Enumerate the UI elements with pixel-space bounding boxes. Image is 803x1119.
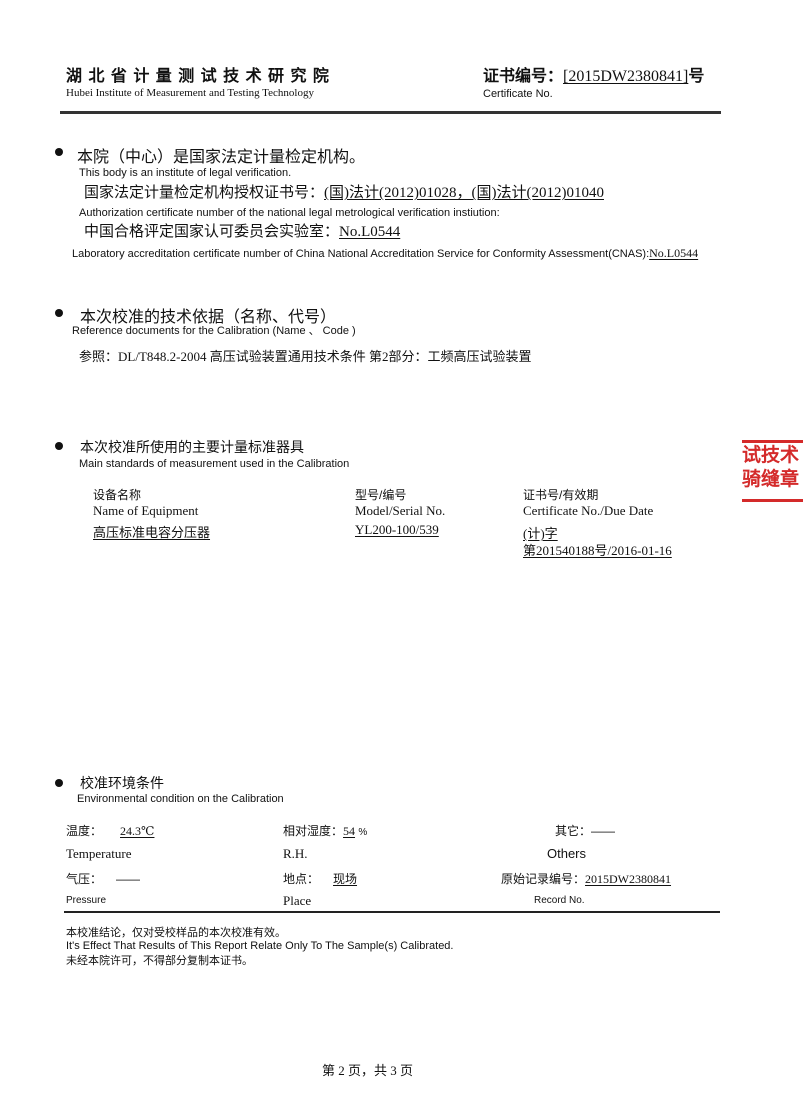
- place-label: 地点：: [283, 872, 320, 886]
- temperature-value: 24.3℃: [120, 824, 155, 838]
- page-number: 第 2 页，共 3 页: [322, 1063, 414, 1078]
- seal-text: 试技术: [742, 444, 800, 466]
- record-label: 原始记录编号：: [501, 872, 586, 886]
- cnas-label-en: Laboratory accreditation certificate num…: [72, 248, 650, 260]
- equipment-name: 高压标准电容分压器: [93, 525, 211, 540]
- environment-divider: [64, 911, 720, 913]
- cnas-line-en: Laboratory accreditation certificate num…: [72, 246, 698, 261]
- rh-label: 相对湿度：: [283, 824, 344, 838]
- cert-no-value: [2015DW2380841]: [563, 68, 689, 85]
- cert-label: 证书编号：: [483, 68, 564, 85]
- note-line: 未经本院许可，不得部分复制本证书。: [66, 955, 253, 967]
- rh-unit: %: [358, 827, 368, 838]
- header-divider: [60, 111, 721, 114]
- place-label-en: Place: [283, 893, 312, 908]
- bullet-icon: [55, 779, 63, 787]
- institute-name-en: Hubei Institute of Measurement and Testi…: [66, 87, 314, 99]
- others-label-en: Others: [547, 846, 587, 861]
- rh-label-en: R.H.: [283, 846, 308, 861]
- certificate-number: 证书编号：[2015DW2380841]号: [483, 62, 704, 86]
- cert-label-en: Certificate No.: [483, 88, 553, 100]
- temperature: 温度： 24.3℃: [66, 822, 154, 839]
- others: 其它：——: [555, 822, 615, 839]
- auth-label: 国家法定计量检定机构授权证书号：: [84, 185, 325, 201]
- cnas-label: 中国合格评定国家认可委员会实验室：: [84, 224, 340, 240]
- column-header-en: Certificate No./Due Date: [523, 503, 654, 518]
- section-title-en: Reference documents for the Calibration …: [72, 325, 356, 337]
- bullet-icon: [55, 442, 63, 450]
- pressure-label-en: Pressure: [66, 895, 107, 906]
- column-header: 证书号/有效期: [523, 488, 599, 502]
- section-title-en: Main standards of measurement used in th…: [79, 458, 350, 470]
- temperature-label-en: Temperature: [66, 846, 132, 861]
- cert-suffix: 号: [688, 68, 705, 85]
- seal-text: 骑缝章: [742, 468, 800, 490]
- section-title-en: Environmental condition on the Calibrati…: [77, 793, 284, 805]
- section-title: 本次校准的技术依据（名称、代号）: [80, 309, 337, 326]
- auth-line: 国家法定计量检定机构授权证书号：(国)法计(2012)01028，(国)法计(2…: [84, 181, 604, 202]
- column-header-en: Model/Serial No.: [355, 503, 446, 518]
- record-label-en: Record No.: [534, 895, 585, 906]
- seal-stamp: 试技术 骑缝章: [742, 440, 803, 502]
- place-value: 现场: [333, 872, 358, 886]
- bullet-icon: [55, 309, 63, 317]
- record-value: 2015DW2380841: [585, 872, 672, 886]
- temperature-label: 温度：: [66, 824, 103, 838]
- pressure-value: ——: [116, 872, 141, 886]
- note-line: It's Effect That Results of This Report …: [66, 940, 454, 952]
- section-title-en: This body is an institute of legal verif…: [79, 167, 292, 179]
- section-title: 本次校准所使用的主要计量标准器具: [80, 439, 304, 455]
- place: 地点： 现场: [283, 870, 357, 887]
- auth-value: (国)法计(2012)01028，(国)法计(2012)01040: [324, 185, 604, 201]
- others-label: 其它：: [555, 824, 592, 838]
- others-value: ——: [591, 824, 616, 838]
- equipment-cert: (计)字: [523, 526, 558, 541]
- equipment-cert-date: 第201540188号/2016-01-16: [523, 543, 672, 558]
- auth-label-en: Authorization certificate number of the …: [79, 207, 500, 219]
- reference-document: 参照：DL/T848.2-2004 高压试验装置通用技术条件 第2部分：工频高压…: [79, 349, 532, 364]
- bullet-icon: [55, 148, 63, 156]
- record-number: 原始记录编号：2015DW2380841: [501, 870, 671, 887]
- pressure: 气压： ——: [66, 870, 140, 887]
- pressure-label: 气压：: [66, 872, 103, 886]
- section-title: 校准环境条件: [80, 775, 164, 791]
- institute-name-cn: 湖 北 省 计 量 测 试 技 术 研 究 院: [66, 68, 330, 85]
- column-header: 型号/编号: [355, 488, 407, 502]
- relative-humidity: 相对湿度：54 %: [283, 822, 367, 839]
- column-header-en: Name of Equipment: [93, 503, 199, 518]
- cnas-value-en: No.L0544: [649, 246, 699, 260]
- rh-value: 54: [343, 824, 356, 838]
- cnas-line: 中国合格评定国家认可委员会实验室：No.L0544: [84, 220, 400, 241]
- cnas-value: No.L0544: [339, 224, 401, 240]
- equipment-model: YL200-100/539: [355, 522, 439, 537]
- note-line: 本校准结论，仅对受校样品的本次校准有效。: [66, 927, 286, 939]
- section-title: 本院（中心）是国家法定计量检定机构。: [77, 149, 366, 166]
- column-header: 设备名称: [93, 488, 142, 502]
